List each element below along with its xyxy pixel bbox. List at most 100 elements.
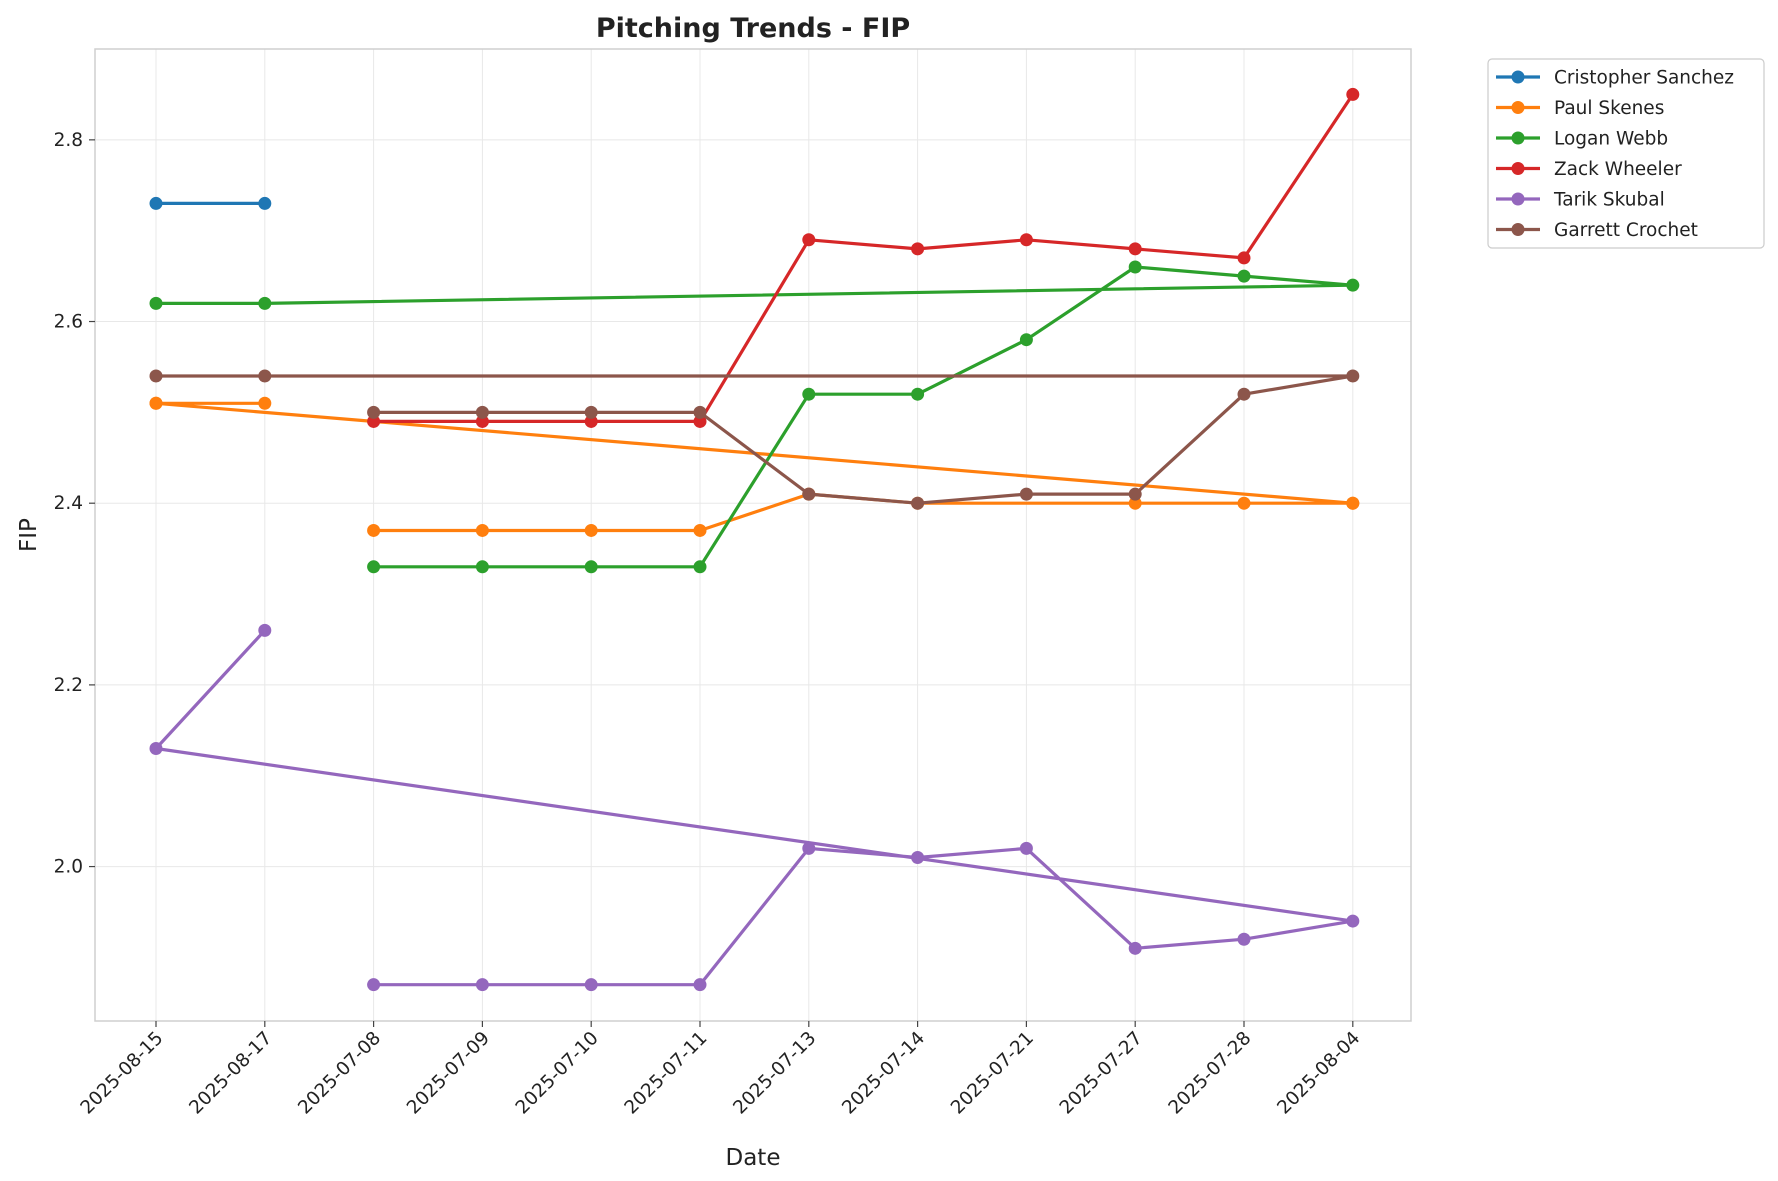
data-point xyxy=(911,850,925,864)
y-tick-label: 2.6 xyxy=(54,312,83,333)
data-point xyxy=(1237,269,1251,283)
data-point xyxy=(911,496,925,510)
data-point xyxy=(1346,496,1360,510)
y-tick-label: 2.8 xyxy=(54,130,83,151)
y-tick-label: 2.2 xyxy=(54,675,83,696)
data-point xyxy=(584,414,598,428)
legend-marker xyxy=(1511,131,1525,145)
data-point xyxy=(693,978,707,992)
data-point xyxy=(258,196,272,210)
data-point xyxy=(1019,841,1033,855)
data-point xyxy=(802,387,816,401)
data-point xyxy=(1128,487,1142,501)
data-point xyxy=(367,560,381,574)
y-axis-label: FIP xyxy=(16,518,42,552)
data-point xyxy=(1019,487,1033,501)
data-point xyxy=(693,560,707,574)
data-point xyxy=(693,405,707,419)
series-logan-webb xyxy=(149,260,1360,574)
data-point xyxy=(584,405,598,419)
legend-item-logan-webb: Logan Webb xyxy=(1496,129,1668,150)
series-zack-wheeler xyxy=(367,87,1360,428)
data-point xyxy=(1346,278,1360,292)
data-point xyxy=(1346,914,1360,928)
data-point xyxy=(1019,333,1033,347)
legend-marker xyxy=(1511,101,1525,114)
series-cristopher-sanchez xyxy=(149,196,272,210)
series-group xyxy=(149,87,1360,992)
data-point xyxy=(1237,496,1251,510)
series-line-tarik-skubal xyxy=(154,628,1355,987)
y-tick-label: 2.4 xyxy=(54,493,83,514)
plot-frame xyxy=(94,48,1412,1022)
legend-marker xyxy=(1511,192,1525,206)
legend-marker xyxy=(1511,162,1525,175)
data-point xyxy=(1237,251,1251,265)
series-line-zack-wheeler xyxy=(372,92,1355,423)
data-point xyxy=(1128,242,1142,256)
legend-item-tarik-skubal: Tarik Skubal xyxy=(1496,190,1665,211)
series-line-garrett-crochet xyxy=(154,374,1355,505)
data-point xyxy=(584,523,598,537)
data-point xyxy=(475,523,489,537)
data-point xyxy=(149,741,163,755)
y-tick-label: 2.0 xyxy=(54,857,83,878)
data-point xyxy=(1128,260,1142,274)
series-tarik-skubal xyxy=(149,623,1360,992)
data-point xyxy=(693,523,707,537)
data-point xyxy=(258,623,272,637)
legend: Cristopher Sanchez Paul Skenes Logan Webb Z… xyxy=(1487,58,1765,249)
data-point xyxy=(802,233,816,247)
legend-label: Logan Webb xyxy=(1554,129,1668,150)
data-point xyxy=(367,523,381,537)
data-point xyxy=(475,978,489,992)
data-point xyxy=(911,387,925,401)
data-point xyxy=(584,978,598,992)
data-point xyxy=(911,242,925,256)
legend-box xyxy=(1487,58,1765,249)
data-point xyxy=(149,296,163,310)
data-point xyxy=(1237,387,1251,401)
chart-title: Pitching Trends - FIP xyxy=(596,13,910,44)
data-point xyxy=(475,414,489,428)
data-point xyxy=(149,369,163,383)
x-axis-label: Date xyxy=(726,1145,781,1171)
data-point xyxy=(1346,87,1360,101)
y-axis-ticks: 2.0 2.2 2.4 2.6 2.8 xyxy=(54,130,95,878)
data-point xyxy=(1128,496,1142,510)
legend-item-cristopher-sanchez: Cristopher Sanchez xyxy=(1496,68,1734,89)
legend-label: Tarik Skubal xyxy=(1553,190,1665,211)
series-line-logan-webb xyxy=(154,265,1355,569)
legend-marker xyxy=(1511,223,1525,236)
data-point xyxy=(475,560,489,574)
data-point xyxy=(584,560,598,574)
data-point xyxy=(475,405,489,419)
data-point xyxy=(258,369,272,383)
data-point xyxy=(1019,233,1033,247)
legend-item-zack-wheeler: Zack Wheeler xyxy=(1496,159,1682,180)
data-point xyxy=(367,414,381,428)
legend-label: Zack Wheeler xyxy=(1554,159,1682,180)
data-point xyxy=(149,196,163,210)
legend-item-garrett-crochet: Garrett Crochet xyxy=(1496,220,1698,241)
data-point xyxy=(258,296,272,310)
legend-item-paul-skenes: Paul Skenes xyxy=(1496,98,1664,119)
data-point xyxy=(1237,932,1251,946)
grid xyxy=(95,49,1411,1021)
series-garrett-crochet xyxy=(149,369,1360,510)
data-point xyxy=(802,487,816,501)
data-point xyxy=(693,414,707,428)
legend-label: Cristopher Sanchez xyxy=(1554,68,1734,89)
legend-label: Garrett Crochet xyxy=(1554,220,1698,241)
data-point xyxy=(258,396,272,410)
data-point xyxy=(367,978,381,992)
data-point xyxy=(802,841,816,855)
legend-marker xyxy=(1511,70,1525,84)
data-point xyxy=(149,396,163,410)
data-point xyxy=(1128,941,1142,955)
data-point xyxy=(367,405,381,419)
data-point xyxy=(1346,369,1360,383)
legend-label: Paul Skenes xyxy=(1554,98,1664,119)
